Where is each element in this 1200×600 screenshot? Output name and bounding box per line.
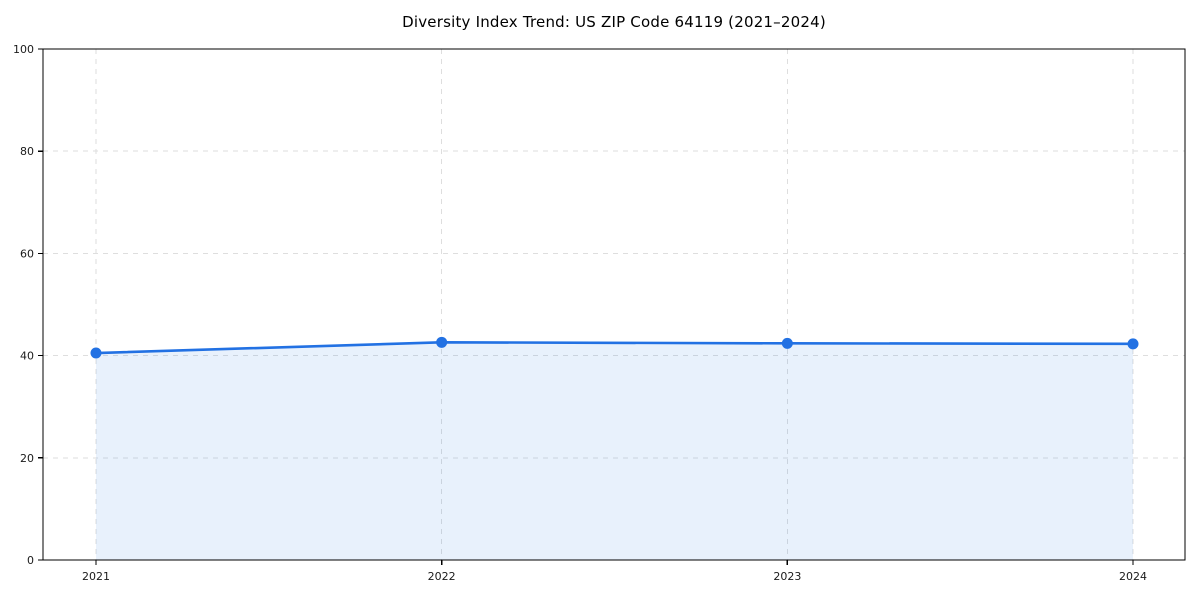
area-fill <box>96 342 1133 560</box>
data-point-2021 <box>90 347 102 359</box>
x-tick-label-2023: 2023 <box>773 570 801 583</box>
y-tick-label-20: 20 <box>20 452 34 465</box>
data-point-2023 <box>781 337 793 349</box>
y-tick-label-100: 100 <box>13 43 34 56</box>
y-tick-label-40: 40 <box>20 350 34 363</box>
axis-frame <box>42 48 1186 561</box>
x-tick-label-2022: 2022 <box>428 570 456 583</box>
chart-title: Diversity Index Trend: US ZIP Code 64119… <box>402 13 826 31</box>
y-tick-label-60: 60 <box>20 247 34 260</box>
data-point-2024 <box>1127 338 1139 350</box>
x-tick-label-2021: 2021 <box>82 570 110 583</box>
data-point-2022 <box>436 336 448 348</box>
y-tick-label-0: 0 <box>27 554 34 567</box>
trend-line <box>94 341 1135 355</box>
x-tick-label-2024: 2024 <box>1119 570 1147 583</box>
y-tick-label-80: 80 <box>20 145 34 158</box>
